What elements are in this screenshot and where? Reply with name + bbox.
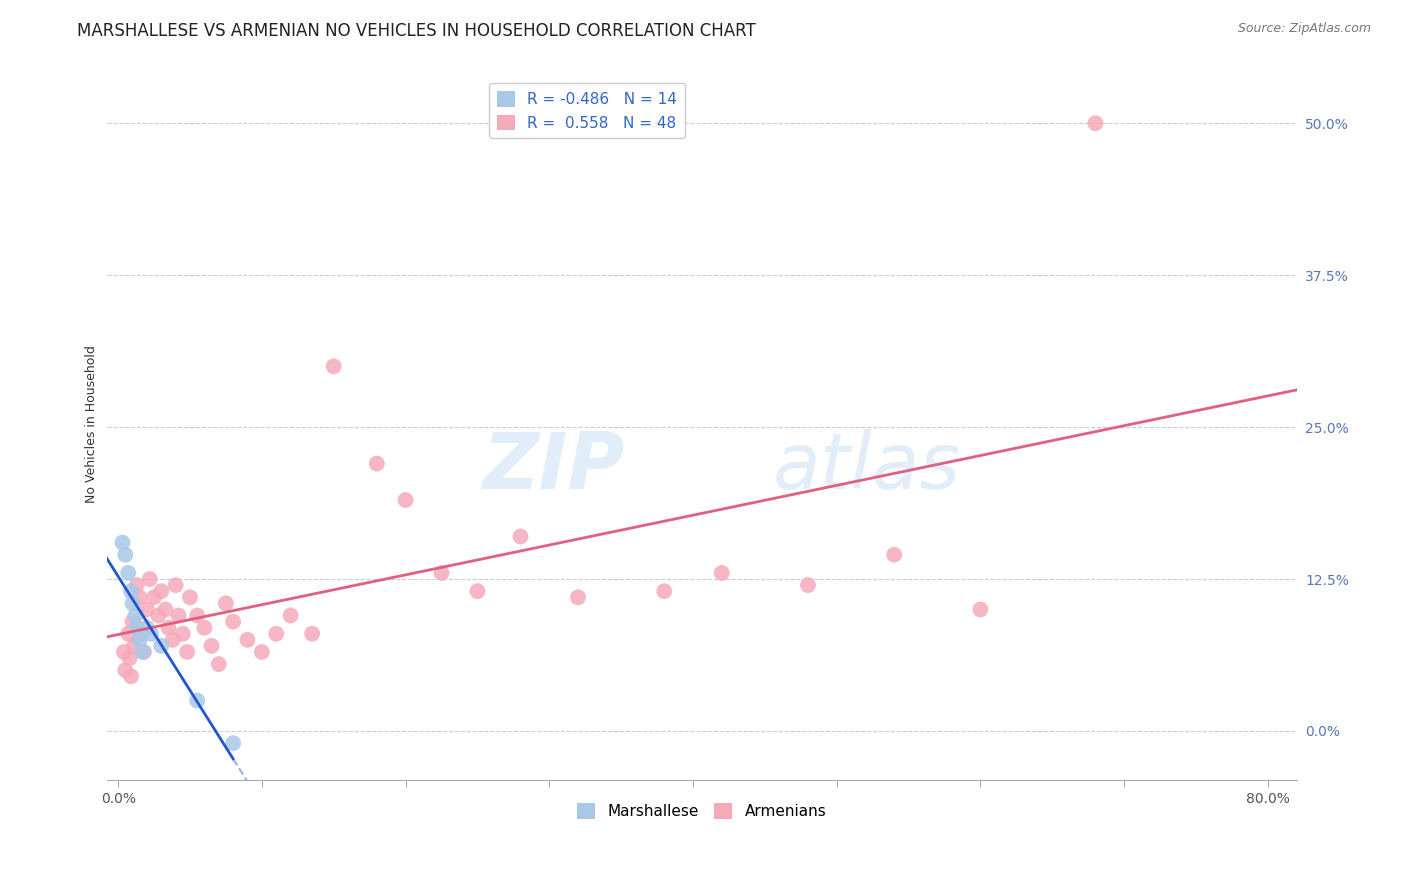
Point [172, 626, 194, 640]
Text: atlas: atlas [773, 429, 960, 505]
Point [114, 663, 136, 677]
Y-axis label: No Vehicles in Household: No Vehicles in Household [86, 345, 98, 503]
Point [1084, 116, 1107, 130]
Point [222, 736, 245, 750]
Point [652, 584, 675, 599]
Point [179, 591, 201, 605]
Point [236, 632, 259, 647]
Point [120, 669, 142, 683]
Point [215, 596, 238, 610]
Text: Source: ZipAtlas.com: Source: ZipAtlas.com [1237, 22, 1371, 36]
Point [250, 645, 273, 659]
Text: MARSHALLESE VS ARMENIAN NO VEHICLES IN HOUSEHOLD CORRELATION CHART: MARSHALLESE VS ARMENIAN NO VEHICLES IN H… [77, 22, 756, 40]
Point [117, 566, 139, 580]
Point [125, 621, 148, 635]
Point [797, 578, 820, 592]
Point [121, 596, 143, 610]
Point [124, 608, 146, 623]
Text: ZIP: ZIP [482, 429, 624, 505]
Point [135, 621, 157, 635]
Point [280, 608, 302, 623]
Point [128, 591, 150, 605]
Point [710, 566, 733, 580]
Point [131, 645, 153, 659]
Legend: Marshallese, Armenians: Marshallese, Armenians [571, 797, 832, 825]
Point [322, 359, 344, 374]
Point [150, 584, 173, 599]
Point [111, 535, 134, 549]
Point [186, 608, 208, 623]
Point [176, 645, 198, 659]
Point [430, 566, 453, 580]
Point [114, 548, 136, 562]
Point [120, 584, 142, 599]
Point [125, 578, 148, 592]
Point [150, 639, 173, 653]
Point [509, 529, 531, 543]
Point [567, 591, 589, 605]
Point [132, 645, 155, 659]
Point [122, 639, 145, 653]
Point [222, 615, 245, 629]
Point [186, 693, 208, 707]
Point [112, 645, 135, 659]
Point [143, 591, 166, 605]
Point [969, 602, 991, 616]
Point [167, 608, 190, 623]
Point [139, 572, 162, 586]
Point [128, 632, 150, 647]
Point [148, 608, 170, 623]
Point [200, 639, 222, 653]
Point [135, 602, 157, 616]
Point [467, 584, 489, 599]
Point [883, 548, 905, 562]
Point [366, 457, 388, 471]
Point [162, 632, 184, 647]
Point [301, 626, 323, 640]
Point [264, 626, 287, 640]
Point [165, 578, 187, 592]
Point [208, 657, 231, 672]
Point [121, 615, 143, 629]
Point [155, 602, 177, 616]
Point [141, 626, 163, 640]
Point [117, 626, 139, 640]
Point [394, 493, 416, 508]
Point [118, 651, 141, 665]
Point [157, 621, 180, 635]
Point [193, 621, 215, 635]
Point [129, 626, 152, 640]
